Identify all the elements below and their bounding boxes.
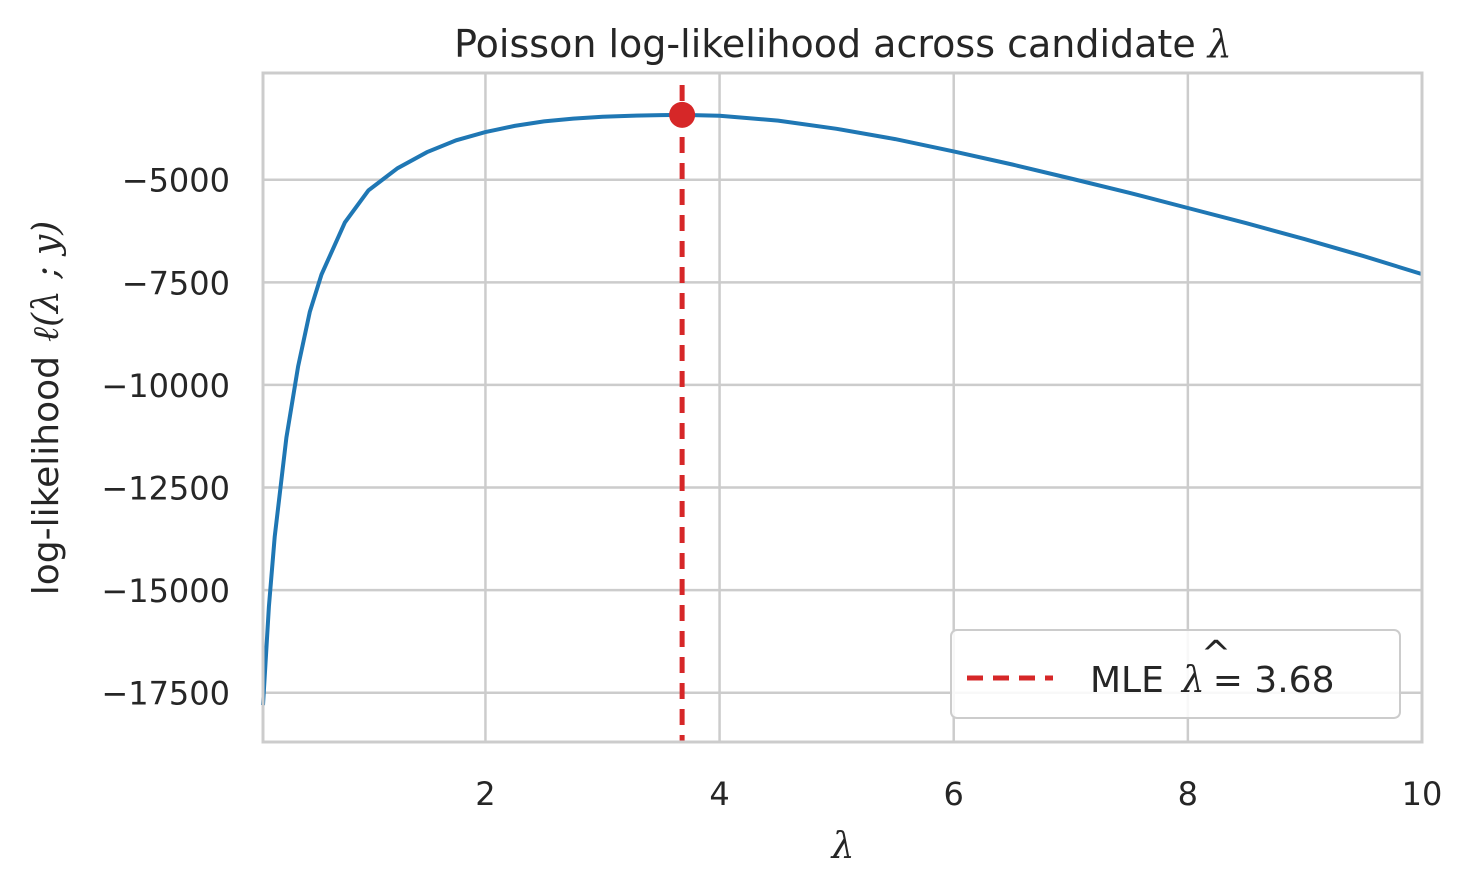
y-axis-label-text: log-likelihood [26, 356, 67, 595]
mle-point [669, 101, 696, 128]
y-tick-label-2: −10000 [101, 367, 230, 405]
y-tick-label-0: −5000 [122, 162, 230, 200]
legend-box [950, 629, 1401, 719]
title-symbol: λ [1206, 22, 1232, 66]
y-tick-labels: −5000 −7500 −10000 −12500 −15000 −17500 [101, 162, 230, 713]
x-tick-label-2: 6 [944, 775, 964, 813]
plot-frame [261, 71, 1424, 744]
x-tick-label-0: 2 [475, 775, 495, 813]
x-tick-labels: 2 4 6 8 10 [475, 775, 1442, 813]
y-tick-label-5: −17500 [101, 675, 230, 713]
legend-value: = 3.68 [1213, 660, 1335, 701]
title-text: Poisson log-likelihood across candidate [454, 22, 1208, 66]
legend: MLE λ = 3.68 ^ [950, 629, 1401, 719]
y-tick-label-4: −15000 [101, 572, 230, 610]
chart-title: Poisson log-likelihood across candidate … [454, 22, 1232, 66]
plot-area [261, 85, 1423, 742]
x-tick-label-3: 8 [1178, 775, 1198, 813]
x-axis-label: λ [830, 826, 855, 867]
x-tick-label-4: 10 [1402, 775, 1443, 813]
legend-lambda-hat: λ [1180, 660, 1205, 701]
legend-prefix: MLE [1090, 660, 1164, 701]
y-axis-label-math: ℓ(λ ; y) [26, 221, 67, 342]
legend-hat-accent: ^ [1201, 634, 1231, 675]
series-line-log-likelihood [261, 112, 1423, 706]
legend-label-mle: MLE λ = 3.68 [1090, 660, 1334, 701]
y-tick-label-3: −12500 [101, 470, 230, 508]
y-axis-label: log-likelihood ℓ(λ ; y) [26, 221, 67, 596]
x-tick-label-1: 4 [709, 775, 729, 813]
y-tick-label-1: −7500 [122, 264, 230, 302]
